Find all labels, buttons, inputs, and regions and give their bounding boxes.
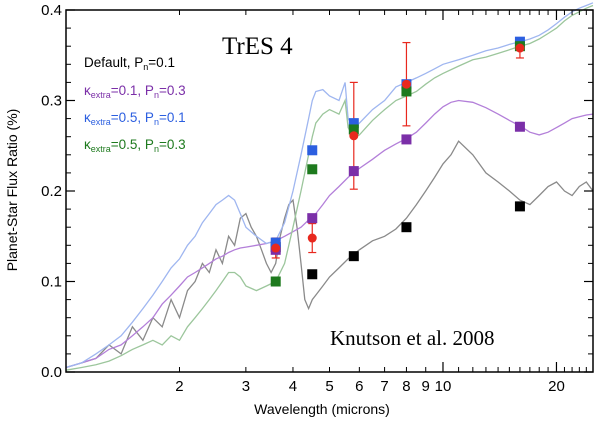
series-line-3 (65, 2, 594, 369)
observation-point (349, 131, 359, 141)
y-tick-label: 0.3 (41, 93, 62, 110)
axes: 0.0 0.1 0.2 0.3 0.4 2 3 4 5 6 7 8 9 10 20 (41, 2, 594, 395)
legend-text-part: κ (84, 137, 91, 152)
legend-entry-4: κextra=0.5, Pn=0.3 (84, 137, 186, 154)
legend-subscript: n (154, 117, 159, 127)
series-2-marker (348, 166, 359, 177)
y-tick-label: 0.4 (41, 2, 62, 19)
model-markers (270, 36, 525, 287)
x-tick-label: 10 (435, 378, 452, 395)
series-3-marker (270, 237, 281, 248)
legend-text-part: =0.3 (159, 83, 186, 98)
x-tick-label: 3 (242, 378, 250, 395)
x-tick-label: 2 (175, 378, 183, 395)
legend-text-part: κ (84, 110, 91, 125)
legend-subscript: extra (91, 90, 111, 100)
series-1-marker (401, 222, 412, 233)
series-1-marker (514, 201, 525, 212)
y-tick-label: 0.0 (41, 364, 62, 381)
series-4-marker (307, 164, 318, 175)
series-line-2 (65, 99, 594, 369)
x-tick-label: 4 (289, 378, 297, 395)
legend-text-part: =0.1 (159, 110, 186, 125)
series-3-marker (348, 118, 359, 129)
x-axis-label: Wavelength (microns) (254, 401, 390, 417)
y-tick-label: 0.1 (41, 274, 62, 291)
observation-point (307, 233, 317, 243)
observation-point (271, 243, 281, 253)
legend-subscript: n (154, 144, 159, 154)
observation-point (515, 43, 525, 53)
legend-entry-2: κextra=0.1, Pn=0.3 (84, 83, 186, 100)
y-axis-label: Planet-Star Flux Ratio (%) (4, 109, 20, 272)
observation-point (401, 79, 411, 89)
series-4-marker (348, 124, 359, 135)
series-2-marker (401, 134, 412, 145)
series-1-marker (307, 269, 318, 280)
legend-text-part: =0.5, P (111, 110, 154, 125)
series-2-marker (514, 121, 525, 132)
legend-entry-3: κextra=0.5, Pn=0.1 (84, 110, 186, 127)
citation-annotation: Knutson et al. 2008 (330, 326, 494, 350)
legend-text-part: =0.3 (159, 137, 186, 152)
legend-text-part: =0.1 (148, 55, 175, 70)
x-tick-label: 20 (548, 378, 565, 395)
legend-subscript: extra (91, 144, 111, 154)
legend-entry-1: Default, Pn=0.1 (84, 55, 175, 72)
legend-text-part: κ (84, 83, 91, 98)
series-1-marker (348, 251, 359, 262)
x-tick-label: 8 (402, 378, 410, 395)
legend-subscript: extra (91, 117, 111, 127)
model-curves (65, 2, 594, 371)
series-4-marker (270, 276, 281, 287)
series-line-1 (65, 140, 594, 369)
x-tick-label: 9 (422, 378, 430, 395)
legend-text-part: =0.5, P (111, 137, 154, 152)
y-tick-label: 0.2 (41, 183, 62, 200)
chart-title: TrES 4 (222, 33, 293, 60)
series-2-marker (307, 213, 318, 224)
series-line-4 (65, 4, 594, 371)
legend-subscript: n (143, 62, 148, 72)
legend-text-part: =0.1, P (111, 83, 154, 98)
series-4-marker (401, 86, 412, 97)
legend-subscript: n (154, 90, 159, 100)
x-tick-label: 6 (355, 378, 363, 395)
x-tick-label: 5 (325, 378, 333, 395)
series-3-marker (307, 145, 318, 156)
x-tick-label: 7 (380, 378, 388, 395)
legend-text-part: Default, P (84, 55, 143, 70)
